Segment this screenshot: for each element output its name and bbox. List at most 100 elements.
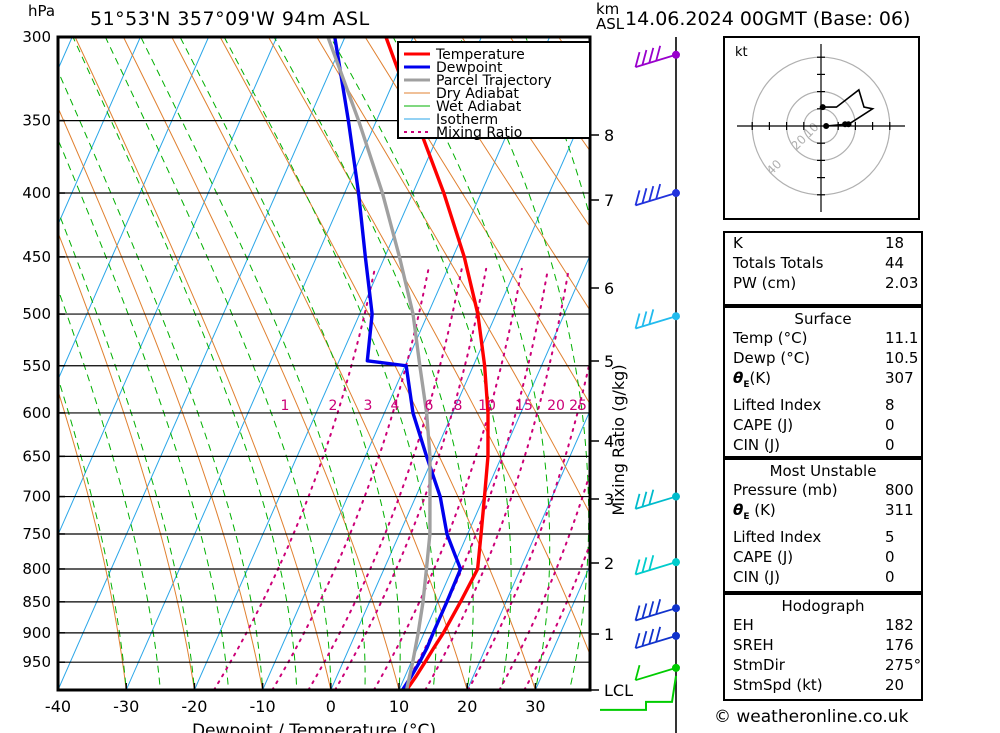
wind-barb — [634, 309, 680, 330]
mixing-ratio-line — [523, 541, 590, 690]
mixing-ratio-value-label: 20 — [547, 398, 565, 414]
height-axis-unit-km: km — [596, 0, 620, 18]
isotherm-line — [330, 99, 590, 690]
most-unstable-row: Pressure (mb) 800 — [725, 480, 921, 500]
wet-adiabat-line — [58, 287, 161, 685]
surface-label: θE(K) — [733, 369, 772, 390]
wind-barb — [634, 626, 680, 650]
most-unstable-row: CIN (J) 0 — [725, 567, 921, 587]
dry-adiabat-line — [122, 37, 400, 690]
pressure-tick-label: 350 — [22, 112, 51, 130]
index-label: PW (cm) — [733, 274, 797, 292]
height-tick-label: 3 — [604, 490, 614, 509]
pressure-tick-label: 450 — [22, 248, 51, 266]
isotherm-line — [534, 564, 590, 690]
surface-value: 8 — [885, 396, 895, 414]
height-tick-label: 6 — [604, 279, 614, 298]
temperature-tick-label: 20 — [457, 697, 477, 716]
dry-adiabat-line — [655, 37, 700, 690]
profile-temperature-line[interactable] — [384, 37, 490, 690]
mixing-ratio-line — [467, 356, 590, 690]
surface-value: 0 — [885, 416, 895, 434]
height-tick-label: 7 — [604, 191, 614, 210]
most-unstable-value: 311 — [885, 501, 914, 519]
mixing-ratio-line — [401, 267, 549, 690]
dry-adiabat-line — [58, 106, 264, 690]
surface-label: Temp (°C) — [733, 329, 808, 347]
mixing-ratio-value-label: 15 — [515, 398, 533, 414]
wet-adiabat-line — [104, 37, 332, 685]
mixing-ratio-line — [498, 469, 590, 690]
height-tick-label: 5 — [604, 352, 614, 371]
surface-row: CAPE (J) 0 — [725, 415, 921, 435]
hodograph-stat-label: EH — [733, 616, 754, 634]
hodograph-panel[interactable]: 10 20 40 kt — [723, 36, 920, 220]
skewt-diagram[interactable]: 3003504004505005506006507007508008509009… — [0, 0, 700, 733]
height-tick-label: 1 — [604, 625, 614, 644]
wet-adiabat-line — [392, 37, 551, 685]
pressure-tick-label: 800 — [22, 560, 51, 578]
isotherm-line — [58, 37, 278, 537]
isotherm-line — [0, 37, 4, 690]
isotherm-line — [58, 37, 141, 226]
most-unstable-row: Lifted Index 5 — [725, 527, 921, 547]
isotherm-line — [58, 37, 210, 381]
height-tick-label: 4 — [604, 432, 614, 451]
dry-adiabat-line — [364, 37, 590, 406]
surface-label: Lifted Index — [733, 396, 822, 414]
pressure-tick-label: 650 — [22, 447, 51, 465]
most-unstable-panel: Most Unstable Pressure (mb) 800 θE (K) 311 L… — [723, 458, 923, 593]
wind-barb — [634, 599, 680, 622]
wet-adiabat-line — [58, 69, 263, 685]
wet-adiabat-line — [72, 37, 297, 685]
dry-adiabat-line — [74, 37, 332, 690]
hodograph-stats-panel: Hodograph EH 182 SREH 176 StmDir 275° StmSpd (… — [723, 593, 923, 701]
hodograph-stat-label: StmDir — [733, 656, 785, 674]
surface-panel: Surface Temp (°C) 11.1 Dewp (°C) 10.5 θE(K) 3… — [723, 306, 923, 458]
index-value: 44 — [885, 254, 905, 272]
wet-adiabat-line — [140, 37, 366, 685]
hodograph-stats-title: Hodograph — [781, 597, 865, 615]
most-unstable-label: CAPE (J) — [733, 548, 794, 566]
pressure-tick-label: 900 — [22, 624, 51, 642]
legend-label: Temperature — [435, 47, 525, 63]
isotherm-line — [58, 37, 346, 690]
temperature-tick-label: 0 — [326, 697, 336, 716]
isotherm-line — [125, 37, 414, 690]
mixing-ratio-line — [334, 267, 488, 690]
mixing-ratio-line — [424, 267, 570, 690]
profile-parcel-trajectory-line[interactable] — [326, 37, 432, 690]
wind-barb — [634, 489, 680, 510]
hodograph-stat-label: StmSpd (kt) — [733, 676, 823, 694]
run-title: 14.06.2024 00GMT (Base: 06) — [625, 8, 911, 30]
most-unstable-panel-title: Most Unstable — [769, 462, 877, 480]
dry-adiabat-line — [461, 37, 590, 228]
plot-frame — [56, 35, 592, 692]
isotherm-line — [466, 409, 590, 690]
most-unstable-value: 800 — [885, 481, 914, 499]
legend-label: Dry Adiabat — [436, 86, 519, 102]
wet-adiabat-line — [329, 37, 512, 685]
temperature-tick-label: -10 — [250, 697, 276, 716]
isotherm-line — [604, 37, 700, 690]
legend-label: Parcel Trajectory — [436, 73, 552, 89]
surface-value: 11.1 — [885, 329, 919, 347]
wind-barb — [634, 663, 680, 682]
wet-adiabat-line — [58, 210, 195, 685]
legend-label: Dewpoint — [436, 60, 503, 76]
mixing-ratio-axis-label: Mixing Ratio (g/kg) — [609, 364, 628, 515]
mixing-ratio-value-label: 25 — [569, 398, 587, 414]
surface-value: 307 — [885, 369, 914, 387]
index-row: PW (cm) 2.03 — [725, 273, 921, 293]
hodograph-stat-value: 176 — [885, 636, 914, 654]
surface-row: Lifted Index 8 — [725, 395, 921, 415]
pressure-tick-label: 850 — [22, 593, 51, 611]
profile-dewpoint-line[interactable] — [333, 37, 463, 690]
hodograph-stat-row: EH 182 — [725, 615, 921, 635]
most-unstable-row: CAPE (J) 0 — [725, 547, 921, 567]
legend-label: Wet Adiabat — [436, 99, 522, 115]
mixing-ratio-value-label: 6 — [425, 398, 434, 414]
mixing-ratio-value-label: 8 — [454, 398, 463, 414]
mixing-ratio-line — [372, 267, 523, 690]
height-tick-label: 8 — [604, 126, 614, 145]
